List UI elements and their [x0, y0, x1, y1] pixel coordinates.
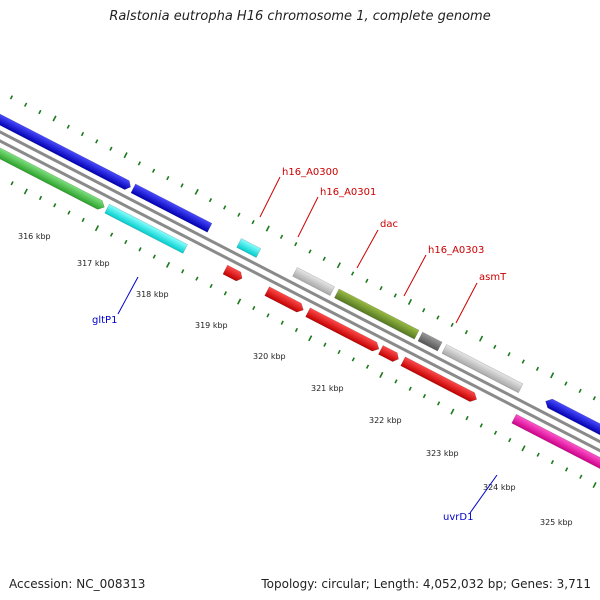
gene-label-dac[interactable]: dac	[380, 219, 398, 230]
tick-label: 316 kbp	[18, 232, 51, 241]
tick-label: 325 kbp	[540, 518, 573, 527]
gene-label-leaders	[117, 176, 498, 514]
gene-feature[interactable]	[222, 264, 244, 283]
gene-label-h16_A0303[interactable]: h16_A0303	[428, 245, 484, 256]
gene-feature[interactable]	[543, 397, 600, 447]
gene-feature[interactable]	[334, 288, 420, 340]
gene-feature[interactable]	[441, 344, 524, 394]
gene-feature[interactable]	[400, 356, 479, 404]
gene-labels: h16_A0300 h16_A0301 dac h16_A0303 asmT g…	[92, 167, 507, 523]
gene-feature[interactable]	[292, 267, 335, 296]
gene-feature[interactable]	[264, 286, 306, 315]
gene-feature[interactable]	[236, 238, 262, 258]
gene-label-h16_A0300[interactable]: h16_A0300	[282, 167, 338, 178]
tick-label: 318 kbp	[136, 290, 169, 299]
tick-label: 323 kbp	[426, 449, 459, 458]
gene-label-gltP1[interactable]: gltP1	[92, 315, 117, 326]
tick-label: 321 kbp	[311, 384, 344, 393]
tick-label: 324 kbp	[483, 483, 516, 492]
gene-feature[interactable]	[0, 120, 107, 212]
tick-label: 322 kbp	[369, 416, 402, 425]
genome-summary-text: Topology: circular; Length: 4,052,032 bp…	[261, 577, 591, 591]
tick-labels: 316 kbp 317 kbp 318 kbp 319 kbp 320 kbp …	[18, 232, 573, 527]
gene-label-h16_A0301[interactable]: h16_A0301	[320, 187, 376, 198]
outer-tick-ruler	[9, 95, 596, 401]
reverse-strand-genes	[0, 120, 600, 475]
tick-label: 320 kbp	[253, 352, 286, 361]
accession-text: Accession: NC_008313	[9, 577, 146, 591]
gene-feature[interactable]	[104, 203, 188, 254]
gene-label-uvrD1[interactable]: uvrD1	[443, 512, 473, 523]
tick-label: 317 kbp	[77, 259, 110, 268]
gene-feature[interactable]	[417, 331, 443, 352]
map-rotated-group	[0, 93, 600, 502]
gene-feature[interactable]	[130, 183, 213, 233]
gene-feature[interactable]	[0, 93, 133, 191]
tick-label: 319 kbp	[195, 321, 228, 330]
genome-backbone	[0, 97, 600, 502]
map-title: Ralstonia eutropha H16 chromosome 1, com…	[109, 9, 491, 24]
gene-feature[interactable]	[378, 345, 400, 363]
gene-feature[interactable]	[305, 307, 382, 354]
inner-tick-ruler	[10, 181, 597, 489]
gene-feature[interactable]	[511, 413, 600, 475]
gene-label-asmT[interactable]: asmT	[479, 272, 507, 283]
forward-strand-genes	[0, 93, 600, 447]
